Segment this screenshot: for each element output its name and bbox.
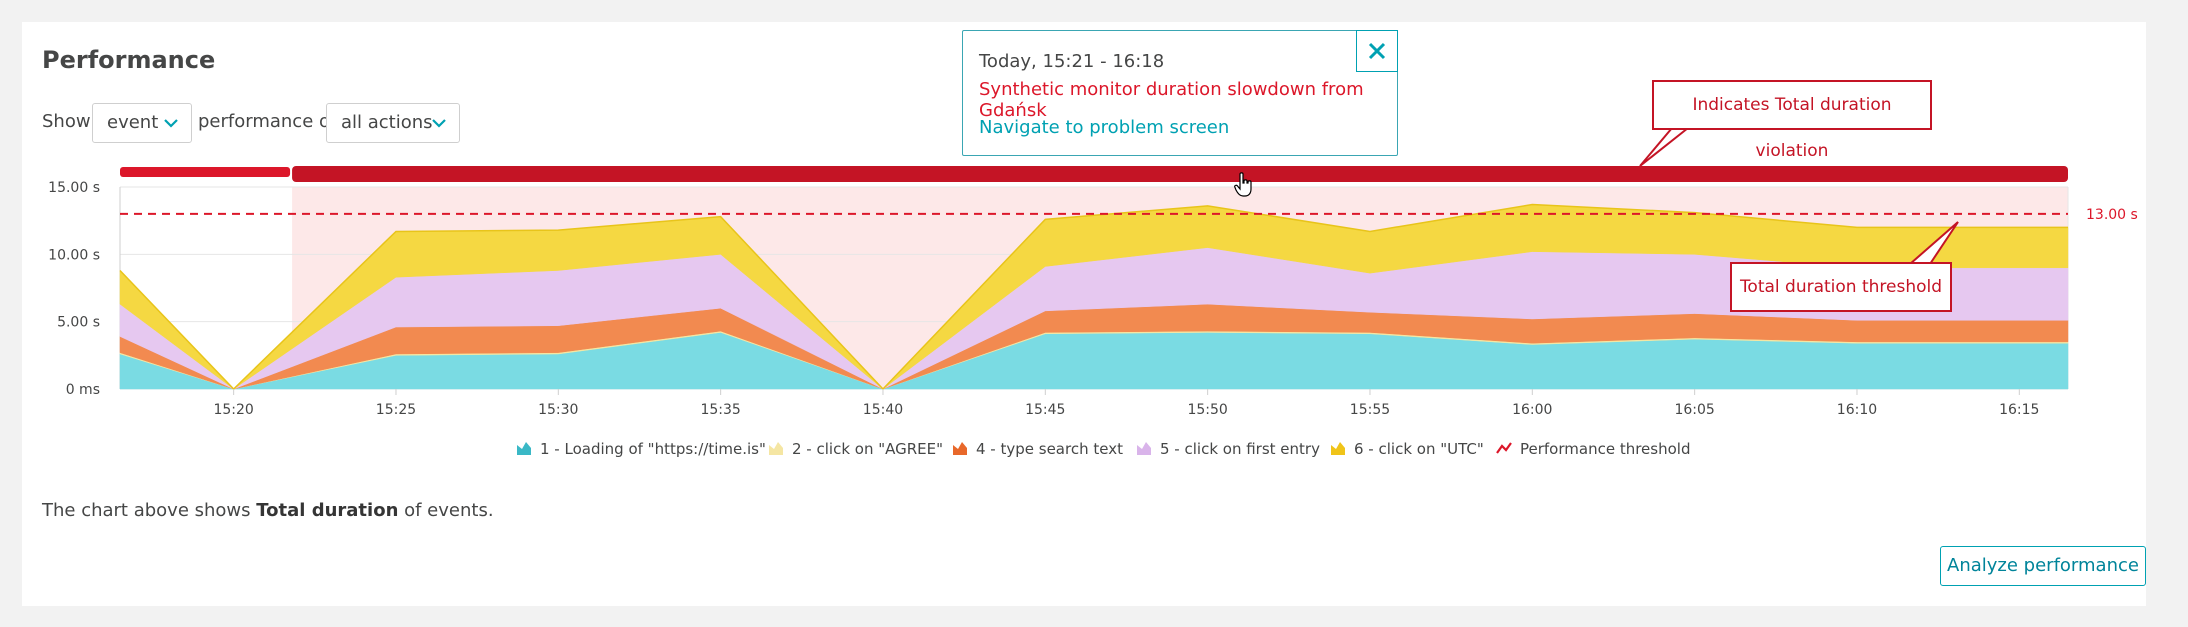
close-icon: [1368, 42, 1386, 60]
x-tick-label: 15:45: [1025, 402, 1065, 418]
legend-label: Performance threshold: [1520, 440, 1691, 458]
y-tick-label: 0 ms: [66, 382, 100, 398]
area-chart-icon: [517, 442, 531, 455]
performance-of-label: performance of: [198, 111, 337, 132]
x-tick-label: 15:25: [376, 402, 416, 418]
area-chart-icon: [953, 442, 967, 455]
threshold-callout-pointer: [1909, 221, 1959, 265]
chevron-down-icon: [164, 119, 178, 128]
area-chart-icon: [1331, 442, 1345, 455]
legend-label: 5 - click on first entry: [1160, 440, 1320, 458]
x-tick-label: 15:55: [1350, 402, 1390, 418]
legend-item-utc[interactable]: 6 - click on "UTC": [1330, 440, 1484, 458]
threshold-label: 13.00 s: [2086, 207, 2138, 223]
x-tick-label: 16:05: [1674, 402, 1714, 418]
legend-item-agree[interactable]: 2 - click on "AGREE": [768, 440, 943, 458]
hand-cursor-icon: [1234, 172, 1252, 197]
page-title: Performance: [42, 46, 216, 74]
actions-select-value: all actions: [341, 112, 433, 133]
threshold-layer: 13.00 s: [120, 207, 2138, 223]
legend-label: 2 - click on "AGREE": [792, 440, 944, 458]
legend-item-loading[interactable]: 1 - Loading of "https://time.is": [516, 440, 766, 458]
total-outline: [119, 203, 2068, 391]
x-tick-label: 15:40: [863, 402, 903, 418]
threshold-callout: Total duration threshold: [1730, 262, 1952, 312]
close-tooltip-button[interactable]: [1356, 30, 1398, 72]
chart-description-suffix: of events.: [398, 500, 494, 521]
legend-item-threshold[interactable]: Performance threshold: [1496, 440, 1690, 458]
tooltip-time-range: Today, 15:21 - 16:18: [979, 51, 1165, 72]
x-tick-label: 15:50: [1187, 402, 1227, 418]
violation-callout: Indicates Total duration violation: [1652, 80, 1932, 161]
y-axis: 0 ms 5.00 s 10.00 s 15.00 s: [48, 180, 100, 398]
x-tick-label: 16:10: [1837, 402, 1877, 418]
violation-callout-text: Indicates Total duration violation: [1692, 95, 1892, 161]
x-tick-label: 15:20: [213, 402, 253, 418]
x-tick-label: 16:00: [1512, 402, 1552, 418]
legend-item-search[interactable]: 4 - type search text: [952, 440, 1123, 458]
chevron-down-icon: [432, 119, 446, 128]
y-tick-label: 10.00 s: [48, 247, 100, 263]
legend-label: 1 - Loading of "https://time.is": [540, 440, 766, 458]
area-layer: [119, 203, 2069, 391]
navigate-to-problem-link[interactable]: Navigate to problem screen: [979, 117, 1230, 138]
area-chart-icon: [769, 442, 783, 455]
legend-label: 6 - click on "UTC": [1354, 440, 1484, 458]
line-chart-icon: [1496, 442, 1512, 454]
threshold-callout-text: Total duration threshold: [1739, 277, 1943, 297]
y-tick-label: 5.00 s: [57, 315, 100, 331]
problem-bar-start: [120, 167, 291, 177]
event-select-value: event: [107, 112, 159, 133]
x-tick-label: 15:30: [538, 402, 578, 418]
violation-callout-pointer: [1639, 127, 1689, 167]
chart-description-metric: Total duration: [256, 500, 399, 521]
violation-bar[interactable]: [292, 166, 2068, 182]
actions-select[interactable]: all actions: [326, 103, 460, 143]
analyze-performance-button[interactable]: Analyze performance: [1940, 546, 2146, 586]
tooltip-problem-title: Synthetic monitor duration slowdown from…: [979, 79, 1364, 121]
x-tick-label: 16:15: [1999, 402, 2039, 418]
x-tick-label: 15:35: [700, 402, 740, 418]
chart-description-prefix: The chart above shows: [42, 500, 257, 521]
problem-tooltip: Today, 15:21 - 16:18 Synthetic monitor d…: [962, 30, 1398, 156]
show-label: Show: [42, 111, 91, 132]
event-select[interactable]: event: [92, 103, 192, 143]
area-chart-icon: [1137, 442, 1151, 455]
legend-label: 4 - type search text: [976, 440, 1123, 458]
legend-item-first-entry[interactable]: 5 - click on first entry: [1136, 440, 1320, 458]
x-axis: 15:20 15:25 15:30 15:35 15:40 15:45 15:50 15:55…: [213, 389, 2039, 418]
y-tick-label: 15.00 s: [48, 180, 100, 196]
chart-description: The chart above shows Total duration of …: [42, 500, 494, 521]
